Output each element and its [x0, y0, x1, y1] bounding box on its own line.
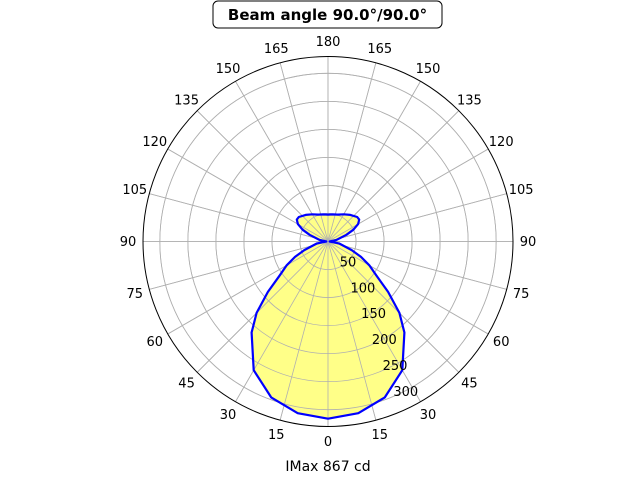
angular-gridline-overlay [327, 110, 460, 242]
angular-gridline-overlay [196, 241, 329, 373]
angular-gridline-overlay [279, 241, 329, 421]
angular-gridline-overlay [196, 110, 329, 242]
angular-gridline-overlay [149, 241, 329, 290]
angle-tick-label-left: 0 [324, 435, 332, 450]
radial-tick-label: 50 [340, 255, 357, 270]
angle-tick-label-right: 15 [371, 428, 388, 443]
angle-tick-label-left: 105 [122, 183, 147, 198]
angle-tick-label-right: 60 [493, 335, 510, 350]
angle-tick-label-left: 120 [142, 135, 167, 150]
angle-tick-label-right: 30 [420, 408, 437, 423]
radial-tick-label: 250 [383, 359, 408, 374]
angular-gridline-overlay [279, 62, 329, 242]
angle-tick-label-right: 75 [513, 287, 530, 302]
intensity-curve [250, 213, 406, 420]
angle-tick-label-left: 180 [316, 35, 341, 50]
angle-tick-label-left: 165 [264, 42, 289, 57]
angular-gridline-overlay [327, 193, 507, 242]
radial-tick-label: 100 [350, 281, 375, 296]
x-axis-label: IMax 867 cd [285, 459, 370, 475]
angle-tick-label-right: 45 [461, 376, 478, 391]
angle-tick-label-right: 150 [416, 62, 441, 77]
angular-gridline-overlay [327, 241, 377, 421]
angle-tick-label-left: 75 [127, 287, 144, 302]
angle-tick-label-left: 15 [268, 428, 285, 443]
angle-tick-label-right: 135 [457, 94, 482, 109]
angle-tick-label-right: 105 [509, 183, 534, 198]
radial-tick-label: 300 [393, 385, 418, 400]
angular-gridline-overlay [327, 241, 507, 290]
angular-gridline-overlay [167, 148, 329, 242]
angular-gridline-overlay [327, 241, 421, 402]
angular-gridline-overlay [327, 62, 377, 242]
angle-tick-label-left: 90 [120, 235, 137, 250]
angular-gridline-overlay [235, 241, 329, 402]
angle-tick-label-right: 90 [520, 235, 537, 250]
title-box: Beam angle 90.0°/90.0° [212, 0, 443, 29]
angular-gridline-overlay [327, 241, 489, 335]
angular-gridline-overlay [327, 148, 489, 242]
angular-gridline-overlay [149, 193, 329, 242]
tick-labels: 0 15 30 45 60 75 90 105 120 135 150 165 180 15 30 45 60 7… [120, 35, 537, 450]
chart-title: Beam angle 90.0°/90.0° [228, 6, 427, 24]
angle-tick-label-right: 165 [367, 42, 392, 57]
radial-tick-label: 200 [372, 333, 397, 348]
angular-gridline-overlay [167, 241, 329, 335]
angular-gridline-overlay [327, 241, 460, 373]
radial-tick-label: 150 [361, 307, 386, 322]
angle-tick-label-left: 30 [220, 408, 237, 423]
angle-tick-label-left: 135 [174, 94, 199, 109]
outer-frame [142, 56, 514, 427]
plot [142, 56, 514, 427]
angle-tick-label-left: 45 [178, 376, 195, 391]
angle-tick-label-left: 150 [216, 62, 241, 77]
angle-tick-label-right: 120 [489, 135, 514, 150]
angle-tick-label-left: 60 [147, 335, 164, 350]
